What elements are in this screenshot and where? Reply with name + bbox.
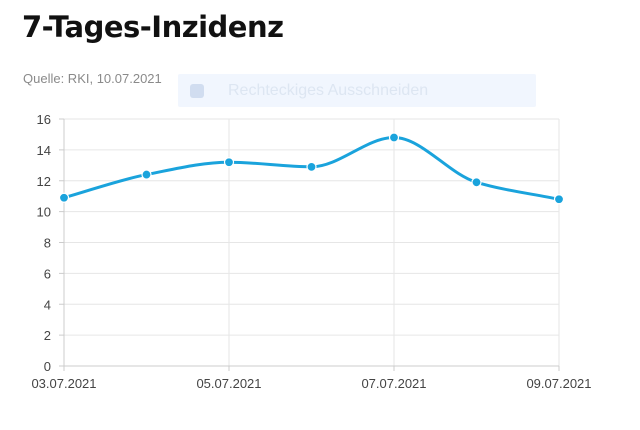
- y-tick-label: 14: [37, 143, 51, 158]
- chart-series: [58, 132, 565, 205]
- y-tick-label: 12: [37, 174, 51, 189]
- snipping-tool-tooltip: Rechteckiges Ausschneiden: [178, 74, 536, 107]
- y-tick-label: 6: [44, 266, 51, 281]
- incidence-line-chart: 0 2 4 6 8 10 12 14 16 03.07.2021 05.07.2021 07.07.2…: [31, 112, 591, 391]
- y-tick-label: 4: [44, 297, 51, 312]
- y-tick-label: 10: [37, 205, 51, 220]
- page-title: 7-Tages-Inzidenz: [22, 10, 284, 44]
- source-note: Quelle: RKI, 10.07.2021: [23, 71, 162, 86]
- x-tick-label: 03.07.2021: [31, 376, 96, 391]
- data-point[interactable]: [223, 157, 235, 168]
- x-tick-label: 07.07.2021: [361, 376, 426, 391]
- x-tick-label: 09.07.2021: [526, 376, 591, 391]
- y-tick-label: 16: [37, 112, 51, 127]
- y-tick-label: 2: [44, 328, 51, 343]
- data-point[interactable]: [471, 177, 482, 188]
- chart-grid: [63, 118, 560, 367]
- scissors-icon: [190, 83, 204, 98]
- data-point[interactable]: [141, 169, 152, 180]
- data-point[interactable]: [388, 132, 400, 143]
- data-point[interactable]: [553, 194, 565, 205]
- data-point[interactable]: [58, 192, 70, 203]
- snipping-tool-label: Rechteckiges Ausschneiden: [228, 81, 429, 99]
- x-tick-label: 05.07.2021: [196, 376, 261, 391]
- y-tick-label: 8: [44, 236, 51, 251]
- y-tick-label: 0: [44, 359, 51, 374]
- chart-axes: 0 2 4 6 8 10 12 14 16 03.07.2021 05.07.2021 07.07.2…: [31, 112, 591, 391]
- data-point[interactable]: [306, 161, 317, 172]
